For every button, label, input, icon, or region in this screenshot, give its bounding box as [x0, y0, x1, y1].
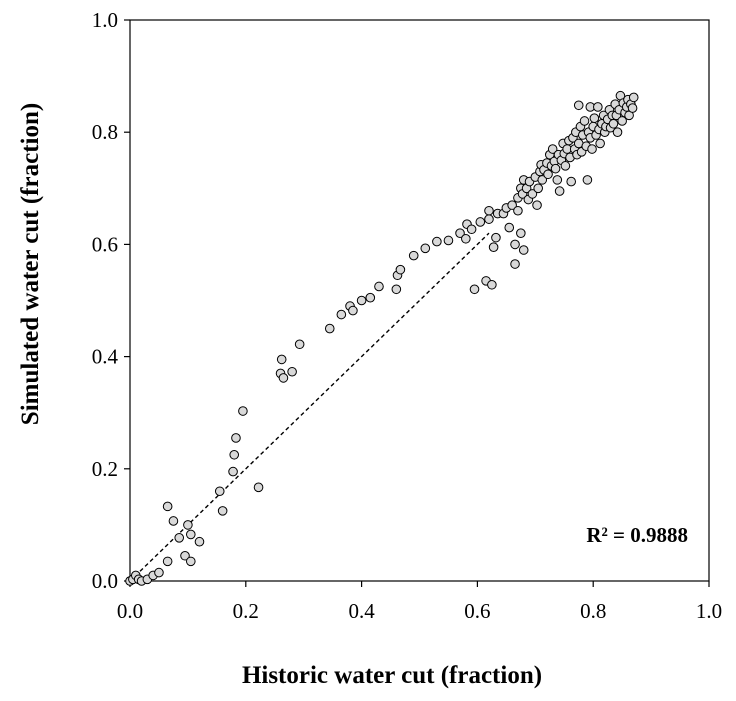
- y-tick-label: 1.0: [92, 8, 118, 32]
- data-point: [214, 486, 225, 497]
- x-tick-label: 0.2: [233, 599, 259, 623]
- data-point: [582, 175, 593, 185]
- data-point: [469, 284, 480, 295]
- data-point: [484, 214, 494, 224]
- data-point: [513, 205, 523, 216]
- data-point: [537, 175, 548, 185]
- data-point: [579, 116, 590, 126]
- data-point: [475, 217, 486, 227]
- data-points: [125, 90, 639, 586]
- data-point: [487, 279, 497, 290]
- data-point: [510, 259, 520, 269]
- data-point: [432, 236, 442, 247]
- data-point: [587, 144, 597, 154]
- y-tick-label: 0.2: [92, 457, 118, 481]
- data-point: [550, 163, 561, 174]
- data-point: [617, 116, 627, 126]
- data-point: [217, 506, 228, 516]
- data-point: [287, 366, 297, 377]
- data-point: [420, 243, 431, 254]
- plot-frame: [129, 19, 710, 582]
- y-axis-title: Simulated water cut (fraction): [17, 103, 44, 425]
- x-tick-label: 0.4: [348, 599, 375, 623]
- x-axis-title: Historic water cut (fraction): [242, 662, 542, 689]
- data-point: [154, 567, 164, 578]
- data-point: [547, 144, 558, 154]
- data-point: [461, 233, 471, 244]
- data-point: [408, 250, 419, 261]
- data-point: [560, 161, 571, 171]
- data-point: [543, 169, 553, 180]
- x-tick-label: 0.0: [117, 599, 143, 623]
- data-point: [395, 264, 406, 275]
- data-point: [365, 292, 376, 303]
- data-point: [183, 520, 193, 530]
- x-tick-label: 0.6: [464, 599, 490, 623]
- data-point: [504, 222, 515, 233]
- data-point: [595, 138, 605, 149]
- data-point: [593, 102, 603, 112]
- data-point: [491, 232, 501, 243]
- data-point: [294, 339, 305, 350]
- data-point: [628, 92, 639, 103]
- y-tick-label: 0.8: [92, 120, 118, 144]
- data-point: [573, 100, 584, 111]
- data-point: [180, 550, 190, 561]
- data-point: [374, 281, 384, 292]
- data-point: [228, 466, 238, 477]
- x-tick-label: 1.0: [696, 599, 722, 623]
- data-point: [627, 103, 638, 113]
- data-point: [554, 186, 565, 196]
- data-point: [533, 183, 543, 194]
- data-point: [466, 224, 477, 235]
- data-point: [532, 200, 542, 210]
- data-point: [229, 449, 240, 460]
- data-point: [527, 189, 538, 199]
- data-point: [488, 242, 499, 253]
- axis-ticks: [124, 19, 710, 587]
- data-point: [324, 323, 335, 334]
- data-point: [356, 295, 367, 306]
- data-point: [589, 113, 600, 123]
- tick-labels: 0.0 0.2 0.4 0.6 0.8 1.0 0.0 0.2 0.4 0.6 0.8 1.0: [92, 8, 722, 623]
- data-point: [336, 309, 347, 320]
- data-point: [391, 284, 402, 295]
- data-point: [162, 556, 173, 567]
- data-point: [518, 245, 529, 255]
- data-point: [174, 533, 185, 543]
- x-tick-label: 0.8: [580, 599, 606, 623]
- data-point: [443, 235, 454, 246]
- data-point: [185, 556, 196, 567]
- data-point: [608, 118, 619, 129]
- data-point: [552, 175, 563, 185]
- y-tick-label: 0.4: [92, 345, 119, 369]
- data-point: [185, 529, 196, 540]
- data-point: [510, 239, 520, 250]
- trendline: [129, 232, 490, 582]
- y-tick-label: 0.0: [92, 569, 118, 593]
- data-point: [231, 433, 241, 443]
- data-point: [612, 127, 623, 137]
- data-point: [276, 354, 287, 365]
- data-point: [253, 482, 264, 493]
- data-point: [566, 176, 576, 187]
- data-point: [516, 228, 526, 238]
- data-point: [162, 501, 173, 512]
- data-point: [484, 205, 494, 216]
- data-point: [507, 200, 517, 210]
- r-squared-annotation: R² = 0.9888: [586, 523, 688, 547]
- y-tick-label: 0.6: [92, 232, 118, 256]
- data-point: [238, 406, 248, 416]
- data-point: [348, 305, 358, 316]
- data-point: [455, 228, 465, 238]
- data-point: [278, 373, 289, 383]
- data-point: [168, 516, 179, 526]
- data-point: [194, 536, 205, 547]
